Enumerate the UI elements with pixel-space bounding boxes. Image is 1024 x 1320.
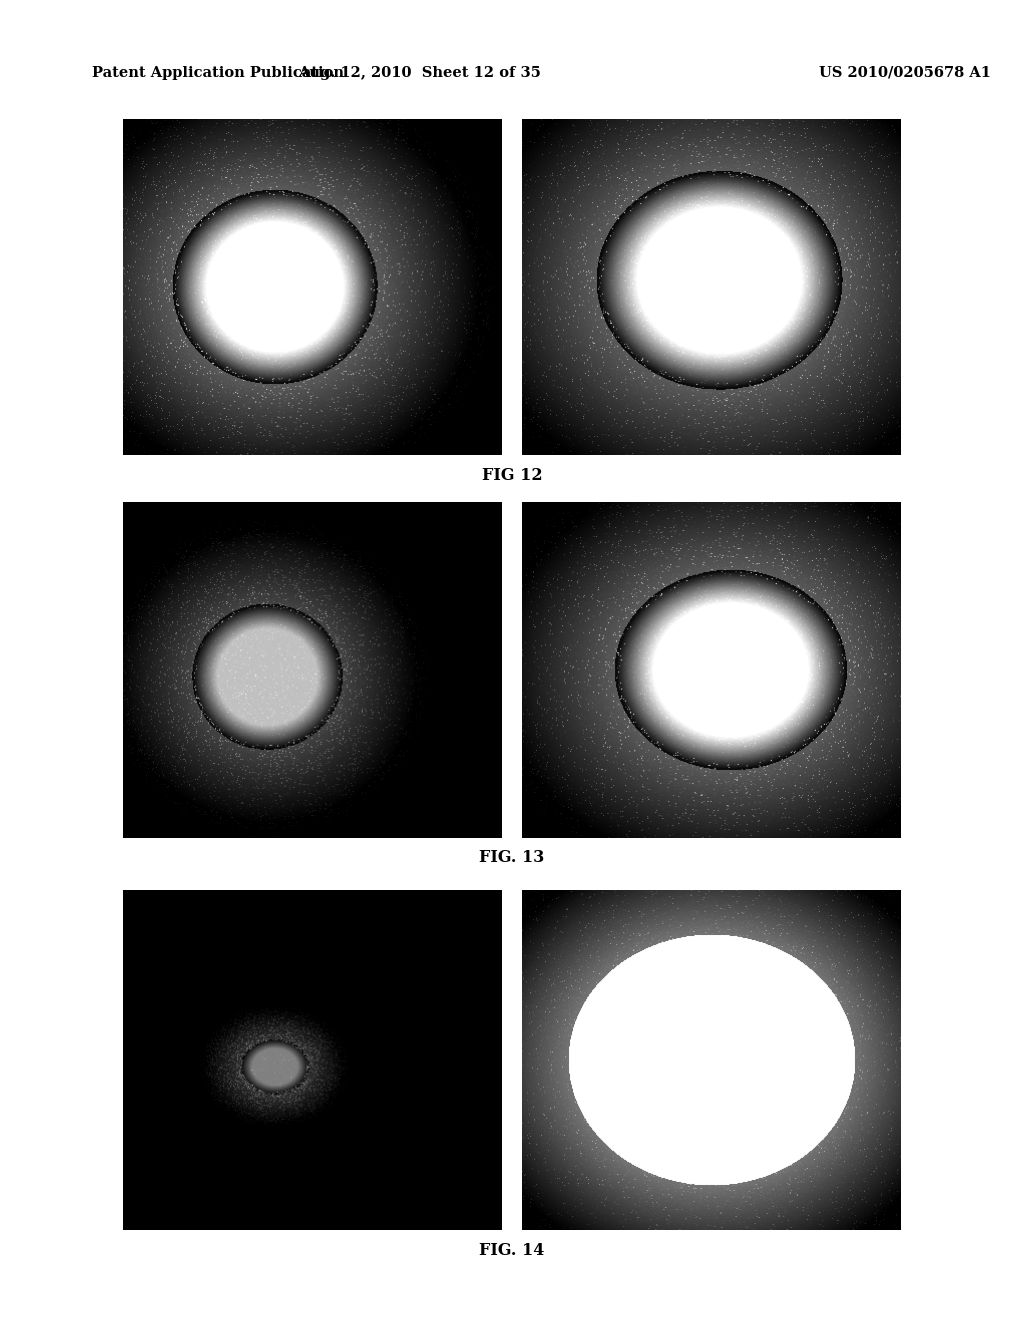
Text: FIG. 14: FIG. 14 — [479, 1242, 545, 1258]
Text: FIG 12: FIG 12 — [481, 467, 543, 483]
Text: US 2010/0205678 A1: US 2010/0205678 A1 — [819, 66, 991, 79]
Text: Aug. 12, 2010  Sheet 12 of 35: Aug. 12, 2010 Sheet 12 of 35 — [298, 66, 542, 79]
Text: FIG. 13: FIG. 13 — [479, 850, 545, 866]
Text: Patent Application Publication: Patent Application Publication — [92, 66, 344, 79]
